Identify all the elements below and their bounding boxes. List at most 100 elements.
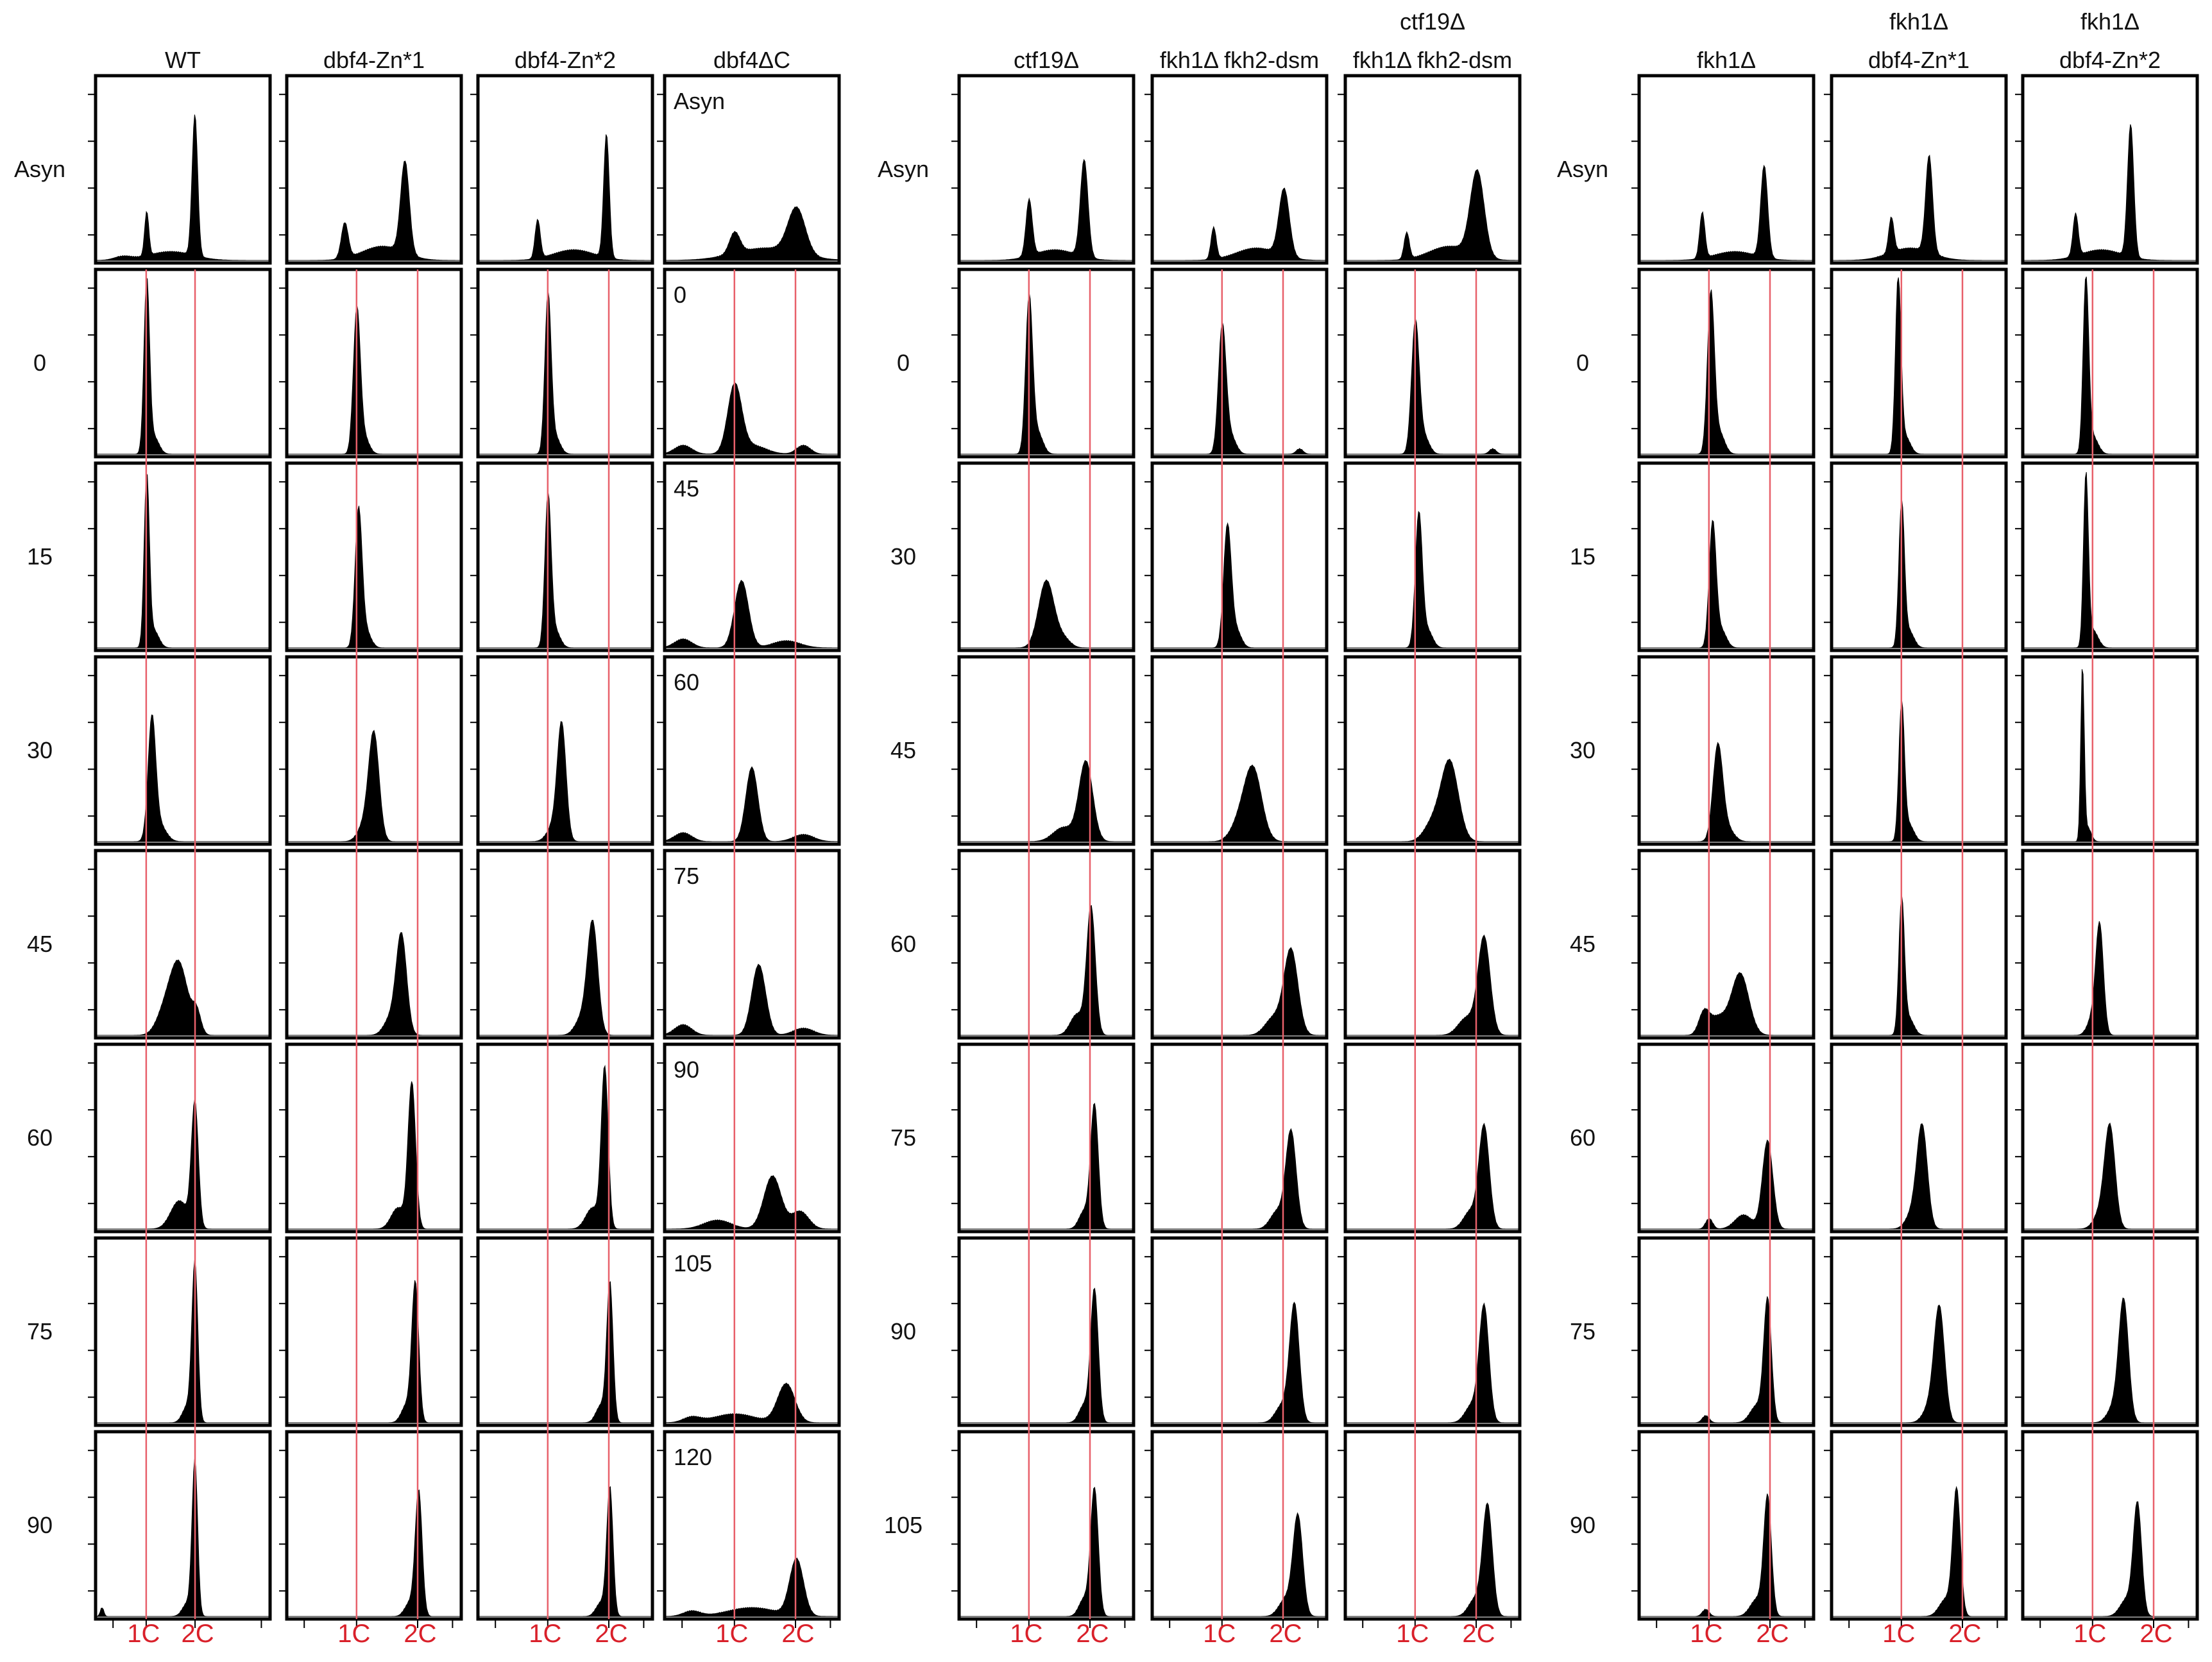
dna-content-histogram [1347, 318, 1519, 455]
panel-frame [1637, 849, 1816, 1040]
histogram-panel [1631, 461, 1816, 652]
column-title: fkh1Δ [2080, 8, 2140, 35]
panel-frame [1637, 1430, 1816, 1621]
marker-2c: 2C [404, 1620, 436, 1648]
inner-time-label: 45 [674, 475, 699, 502]
dna-content-histogram [665, 579, 838, 649]
histogram-panel [470, 267, 654, 459]
marker-2c: 2C [781, 1620, 814, 1648]
histogram-panel [88, 849, 272, 1040]
dna-content-histogram [2024, 1297, 2196, 1423]
histogram-panel [470, 655, 654, 846]
dna-content-histogram [2024, 921, 2196, 1036]
dna-content-histogram [1640, 289, 1812, 455]
dna-content-histogram [97, 1099, 269, 1230]
panel-frame [1150, 461, 1329, 652]
panel-frame [94, 1236, 272, 1427]
dna-content-histogram [479, 491, 651, 649]
panel-frame [285, 461, 463, 652]
dna-content-histogram [960, 158, 1132, 261]
marker-1c: 1C [1882, 1620, 1915, 1648]
panel-frame [94, 849, 272, 1040]
panel-frame [1343, 74, 1522, 265]
strain-column: dbf4ΔC Asyn 0 45 60 75 90 105 120 1C 2C [657, 47, 841, 1648]
inner-time-label: 60 [674, 669, 699, 695]
dna-content-histogram [2024, 1122, 2196, 1230]
strain-column: fkh1Δ dbf4-Zn*1 1C 2C [1824, 8, 2008, 1648]
dna-content-histogram [1347, 511, 1519, 649]
panel-frame [2021, 1042, 2199, 1234]
panel-frame [94, 74, 272, 265]
dna-content-histogram [97, 714, 269, 842]
column-title: ctf19Δ [1400, 8, 1465, 35]
strain-column: dbf4-Zn*1 1C 2C [279, 47, 463, 1648]
dna-content-histogram [665, 382, 838, 455]
histogram-panel [1824, 461, 2008, 652]
dna-content-histogram [97, 1260, 269, 1423]
histogram-panel [1824, 1042, 2008, 1234]
dna-content-histogram [1347, 758, 1519, 842]
column-title: WT [165, 47, 201, 73]
histogram-panel [88, 461, 272, 652]
panel-frame [94, 267, 272, 459]
inner-time-label: 105 [674, 1250, 712, 1276]
histogram-panel [1824, 655, 2008, 846]
histogram-panel [1144, 267, 1329, 459]
dna-content-histogram [1153, 1302, 1325, 1423]
panel-frame [1637, 1042, 1816, 1234]
row-label: 90 [890, 1318, 916, 1344]
histogram-panel [279, 267, 463, 459]
marker-1c: 1C [715, 1620, 748, 1648]
row-label: 30 [890, 543, 916, 570]
histogram-panel [1631, 849, 1816, 1040]
marker-1c: 1C [337, 1620, 370, 1648]
dna-content-histogram [2024, 124, 2196, 261]
panel-frame [94, 461, 272, 652]
panel-frame [1150, 655, 1329, 846]
panel-frame [1150, 849, 1329, 1040]
row-label: 60 [27, 1124, 53, 1151]
dna-content-histogram [2024, 669, 2196, 842]
panel-frame [957, 1042, 1136, 1234]
row-label: 0 [1576, 350, 1589, 376]
row-label: 45 [1570, 931, 1595, 957]
histogram-panel [1338, 267, 1522, 459]
dna-content-histogram [288, 932, 460, 1036]
panel-frame [2021, 655, 2199, 846]
strain-column: fkh1Δ 1C 2C [1631, 47, 1816, 1648]
dna-content-histogram [1833, 155, 2005, 261]
panel-frame [1343, 267, 1522, 459]
panel-frame [285, 267, 463, 459]
histogram-panel [1824, 267, 2008, 459]
dna-content-histogram [97, 472, 269, 649]
strain-column: ctf19Δ 1C 2C [951, 47, 1136, 1648]
marker-2c: 2C [1269, 1620, 1302, 1648]
marker-1c: 1C [1396, 1620, 1429, 1648]
histogram-panel [1144, 655, 1329, 846]
marker-2c: 2C [1462, 1620, 1495, 1648]
marker-2c: 2C [1076, 1620, 1109, 1648]
histogram-panel [279, 461, 463, 652]
panel-frame [1150, 267, 1329, 459]
panel-frame [663, 849, 841, 1040]
column-title: dbf4-Zn*2 [515, 47, 616, 73]
dna-content-histogram [288, 160, 460, 261]
panel-frame [476, 655, 654, 846]
histogram-panel [1631, 267, 1816, 459]
panel-frame [1830, 1430, 2008, 1621]
panel-frame [663, 74, 841, 265]
dna-content-histogram [96, 1459, 269, 1617]
panel-frame [1343, 461, 1522, 652]
panel-frame [285, 1236, 463, 1427]
marker-1c: 1C [127, 1620, 160, 1648]
row-label: Asyn [14, 156, 65, 182]
dna-content-histogram [1833, 498, 2005, 649]
histogram-panel [1144, 1236, 1329, 1427]
panel-frame [285, 1042, 463, 1234]
panel-frame [285, 849, 463, 1040]
histogram-panel [88, 74, 272, 265]
panel-frame [957, 1430, 1136, 1621]
row-label: 105 [884, 1512, 923, 1538]
row-label: 75 [27, 1318, 53, 1344]
